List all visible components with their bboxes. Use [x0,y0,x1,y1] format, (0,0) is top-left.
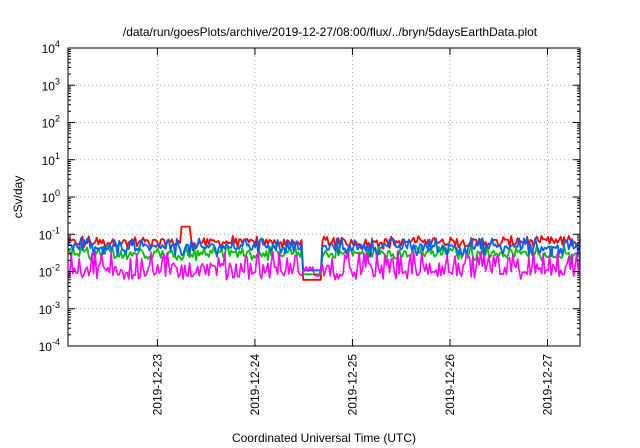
series-group [67,225,581,281]
x-tick-label: 2019-12-27 [540,354,554,416]
y-tick-base: 10 [42,191,56,205]
y-tick-label: 10-3 [39,300,60,317]
y-tick-exponent: -2 [52,263,60,273]
y-axis-label: cSv/day [11,176,25,219]
y-tick-label: 104 [42,39,60,56]
x-tick-label: 2019-12-24 [248,354,262,416]
y-tick-base: 10 [42,154,56,168]
y-tick-label: 103 [42,76,60,93]
x-tick-label: 2019-12-23 [150,354,164,416]
x-tick-labels: 2019-12-23 2019-12-24 2019-12-25 2019-12-26… [150,354,554,416]
x-axis-label: Coordinated Universal Time (UTC) [232,431,416,445]
y-tick-exponent: 1 [55,151,60,161]
y-tick-label: 102 [42,114,60,131]
y-tick-exponent: -4 [52,337,60,347]
y-tick-exponent: 0 [55,188,60,198]
chart-title: /data/run/goesPlots/archive/2019-12-27/0… [123,25,538,39]
y-tick-exponent: -3 [52,300,60,310]
y-tick-base: 10 [42,117,56,131]
y-tick-exponent: 2 [55,114,60,124]
y-tick-label: 10-4 [39,337,60,354]
y-tick-label: 10-2 [39,263,60,280]
y-tick-base: 10 [39,303,53,317]
y-tick-base: 10 [39,266,53,280]
y-tick-label: 101 [42,151,60,168]
y-tick-exponent: 4 [55,39,60,49]
series-line-4 [67,250,581,281]
y-tick-exponent: -1 [52,225,60,235]
y-tick-label: 100 [42,188,60,205]
x-tick-label: 2019-12-25 [345,354,359,416]
series-line-2 [67,244,581,276]
series-line-3 [67,237,581,272]
x-tick-label: 2019-12-26 [443,354,457,416]
ticks [68,47,580,347]
y-tick-base: 10 [42,79,56,93]
y-tick-exponent: 3 [55,76,60,86]
y-tick-base: 10 [39,228,53,242]
y-tick-base: 10 [39,340,53,354]
series-line-1 [67,225,581,281]
y-tick-label: 10-1 [39,225,60,242]
y-tick-base: 10 [42,42,56,56]
